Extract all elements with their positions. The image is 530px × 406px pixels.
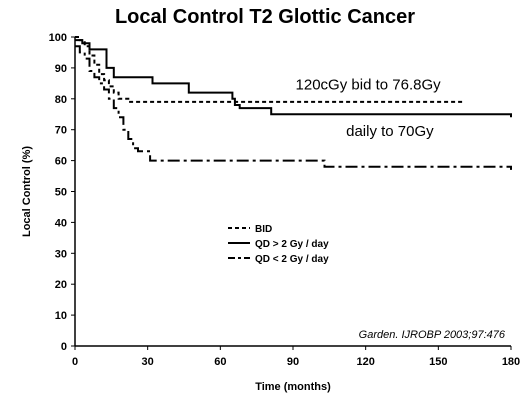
y-tick-label: 100	[49, 32, 67, 44]
citation: Garden. IJROBP 2003;97:476	[359, 329, 506, 341]
y-tick-label: 0	[61, 341, 67, 353]
y-axis-title: Local Control (%)	[21, 146, 33, 237]
x-tick-label: 150	[429, 356, 447, 368]
legend-label: QD > 2 Gy / day	[255, 239, 329, 250]
series-lines	[75, 36, 512, 170]
annotations: 120cGy bid to 76.8Gy daily to 70Gy	[296, 77, 442, 140]
x-tick-label: 0	[72, 356, 78, 368]
annotation-1: 120cGy bid to 76.8Gy	[296, 77, 442, 94]
y-tick-label: 50	[55, 187, 67, 199]
legend-label: BID	[255, 224, 272, 235]
x-tick-label: 120	[356, 356, 374, 368]
legend-label: QD < 2 Gy / day	[255, 254, 329, 265]
x-tick-label: 60	[214, 356, 226, 368]
y-tick-label: 30	[55, 248, 67, 260]
y-tick-label: 40	[55, 217, 67, 229]
y-tick-label: 90	[55, 63, 67, 75]
y-tick-label: 10	[55, 310, 67, 322]
y-tick-label: 70	[55, 125, 67, 137]
chart-title: Local Control T2 Glottic Cancer	[114, 6, 416, 28]
x-tick-label: 180	[502, 356, 520, 368]
series-line-2	[75, 39, 512, 118]
x-axis-title: Time (months)	[255, 381, 331, 393]
y-tick-label: 20	[55, 279, 67, 291]
y-tick-label: 60	[55, 156, 67, 168]
x-tick-label: 30	[142, 356, 154, 368]
y-tick-label: 80	[55, 94, 67, 106]
series-line-3	[75, 45, 512, 170]
x-tick-label: 90	[287, 356, 299, 368]
legend: BID QD > 2 Gy / day QD < 2 Gy / day	[228, 224, 329, 265]
axes: 0 10 20 30 40 50 60 70 80 90 100 0 30 60 90 120 150 180	[49, 32, 521, 368]
annotation-2: daily to 70Gy	[346, 123, 434, 140]
